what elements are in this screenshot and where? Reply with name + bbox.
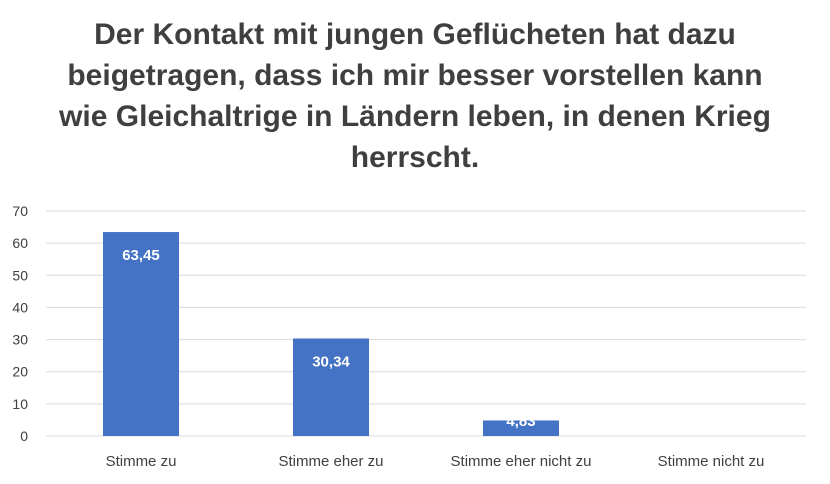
data-label: 0 — [707, 413, 715, 430]
y-tick-label: 30 — [12, 332, 28, 348]
data-label: 30,34 — [312, 353, 350, 370]
y-tick-label: 20 — [12, 364, 28, 380]
bar — [293, 338, 369, 436]
bar — [483, 420, 559, 436]
category-label: Stimme nicht zu — [658, 453, 765, 470]
y-tick-label: 50 — [12, 267, 28, 283]
category-label: Stimme eher zu — [278, 453, 383, 470]
category-label: Stimme eher nicht zu — [451, 453, 592, 470]
bar — [103, 232, 179, 436]
data-label: 63,45 — [122, 247, 160, 264]
y-tick-label: 70 — [12, 203, 28, 219]
chart-title: Der Kontakt mit jungen Geflücheten hat d… — [59, 18, 771, 174]
y-tick-label: 40 — [12, 299, 28, 315]
y-tick-label: 0 — [20, 428, 28, 444]
category-label: Stimme zu — [106, 453, 177, 470]
data-label: 4,83 — [506, 413, 535, 430]
y-tick-label: 60 — [12, 235, 28, 251]
y-tick-label: 10 — [12, 396, 28, 412]
